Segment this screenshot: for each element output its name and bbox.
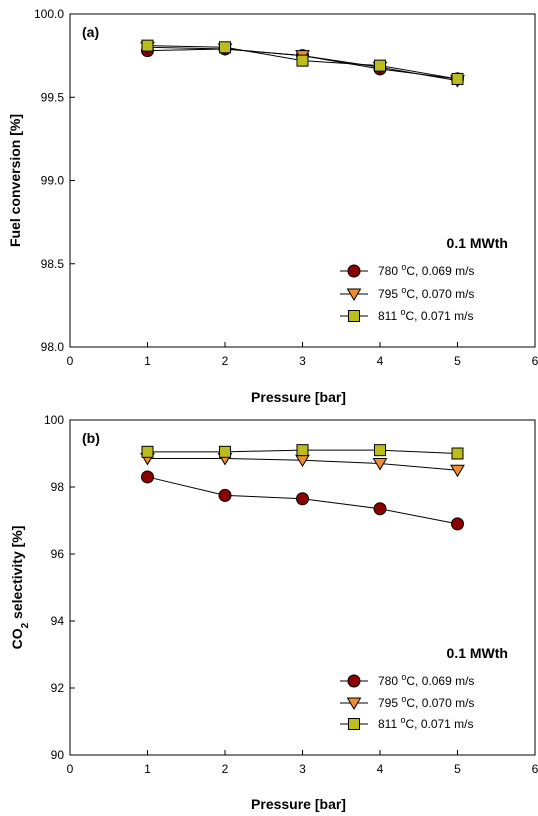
legend-label: 780 oC, 0.069 m/s bbox=[378, 262, 474, 278]
x-tick-label: 3 bbox=[299, 762, 306, 776]
legend-label: 795 oC, 0.070 m/s bbox=[378, 694, 474, 710]
y-tick-label: 94 bbox=[51, 614, 65, 628]
x-tick-label: 2 bbox=[222, 354, 229, 368]
legend-label-part: 795 bbox=[378, 696, 401, 710]
y-axis-label: Fuel conversion [%] bbox=[7, 114, 23, 247]
x-tick-label: 5 bbox=[454, 354, 461, 368]
legend-marker bbox=[346, 697, 362, 710]
x-tick-label: 6 bbox=[532, 762, 538, 776]
legend-marker bbox=[348, 718, 360, 730]
y-tick-label: 100 bbox=[44, 413, 64, 427]
y-tick-label: 98.5 bbox=[41, 257, 65, 271]
legend-label-superscript: o bbox=[401, 672, 406, 682]
legend-marker bbox=[346, 288, 362, 301]
y-tick-label: 96 bbox=[51, 547, 65, 561]
legend-label: 811 oC, 0.071 m/s bbox=[378, 715, 474, 731]
x-tick-label: 0 bbox=[67, 354, 74, 368]
legend-label-part: C, 0.071 m/s bbox=[405, 717, 473, 731]
data-point bbox=[141, 39, 154, 52]
data-point bbox=[141, 445, 154, 458]
y-tick-label: 99.0 bbox=[41, 174, 65, 188]
chart-fuel-conversion: 0 1 2 3 4 5 6 98.0 98.5 99.0 99.5 100.0 Pressure [ba… bbox=[7, 7, 538, 405]
data-point bbox=[450, 464, 465, 478]
legend-label-part: C, 0.070 m/s bbox=[406, 287, 474, 301]
data-point bbox=[451, 517, 464, 531]
legend-label-superscript: o bbox=[401, 694, 406, 704]
legend-label-superscript: o bbox=[401, 262, 406, 272]
y-axis-label: CO2 selectivity [%] bbox=[9, 526, 31, 650]
data-point bbox=[218, 488, 232, 502]
panel-label: (a) bbox=[82, 24, 99, 40]
x-tick-label: 5 bbox=[454, 762, 461, 776]
legend-marker bbox=[348, 310, 360, 322]
data-point bbox=[296, 444, 309, 457]
legend-label-part: 811 bbox=[378, 309, 400, 323]
legend-marker bbox=[347, 674, 361, 688]
y-tick-label: 90 bbox=[51, 748, 65, 762]
x-axis-label: Pressure [bar] bbox=[251, 796, 346, 812]
y-tick-label: 99.5 bbox=[41, 90, 65, 104]
legend-label-superscript: o bbox=[401, 285, 406, 295]
x-tick-label: 4 bbox=[377, 762, 384, 776]
y-tick-label: 98.0 bbox=[41, 340, 65, 354]
data-point bbox=[141, 470, 154, 484]
legend-label-part: C, 0.069 m/s bbox=[406, 674, 474, 688]
y-axis-label-part: CO bbox=[9, 628, 25, 649]
y-axis-label-subscript: 2 bbox=[20, 622, 31, 628]
legend-label-part: 811 bbox=[378, 717, 400, 731]
x-tick-label: 0 bbox=[67, 762, 74, 776]
legend-title: 0.1 MWth bbox=[447, 235, 508, 251]
panel-label: (b) bbox=[82, 430, 100, 446]
x-tick-label: 4 bbox=[377, 354, 384, 368]
data-point bbox=[374, 444, 386, 457]
y-tick-label: 100.0 bbox=[34, 7, 64, 21]
legend-label-part: 795 bbox=[378, 287, 401, 301]
data-point bbox=[219, 41, 231, 54]
legend-label-part: 780 bbox=[378, 264, 401, 278]
data-point bbox=[374, 59, 386, 72]
legend-title: 0.1 MWth bbox=[447, 645, 508, 661]
data-point bbox=[451, 447, 464, 460]
data-point bbox=[451, 72, 464, 85]
x-tick-label: 1 bbox=[144, 354, 151, 368]
x-tick-label: 2 bbox=[222, 762, 229, 776]
data-point bbox=[219, 445, 231, 458]
legend-label-part: 780 bbox=[378, 674, 401, 688]
data-point bbox=[373, 502, 387, 516]
legend-label: 795 oC, 0.070 m/s bbox=[378, 285, 474, 301]
data-point bbox=[296, 492, 309, 506]
y-tick-label: 98 bbox=[51, 480, 65, 494]
legend-label-part: C, 0.069 m/s bbox=[406, 264, 474, 278]
legend-label: 780 oC, 0.069 m/s bbox=[378, 672, 474, 688]
x-tick-label: 3 bbox=[299, 354, 306, 368]
y-tick-label: 92 bbox=[51, 681, 65, 695]
legend-label-part: C, 0.071 m/s bbox=[405, 309, 473, 323]
x-tick-label: 1 bbox=[144, 762, 151, 776]
data-point bbox=[296, 54, 309, 67]
legend-label-part: C, 0.070 m/s bbox=[406, 696, 474, 710]
legend-label-superscript: o bbox=[400, 307, 405, 317]
x-tick-label: 6 bbox=[532, 354, 538, 368]
x-axis-label: Pressure [bar] bbox=[251, 389, 346, 405]
y-axis-label-part: selectivity [%] bbox=[9, 526, 25, 623]
data-point bbox=[372, 458, 388, 471]
legend-label: 811 oC, 0.071 m/s bbox=[378, 307, 474, 323]
legend-label-superscript: o bbox=[400, 715, 405, 725]
legend-marker bbox=[347, 264, 361, 278]
